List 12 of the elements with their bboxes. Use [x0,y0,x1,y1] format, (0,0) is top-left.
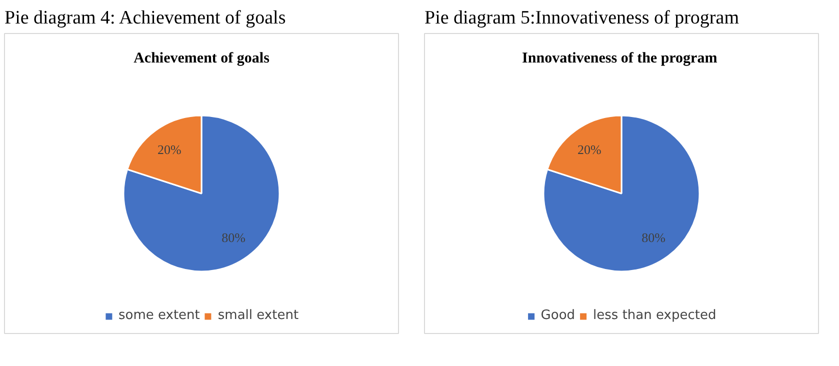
text: Pie diagram 5:Innovativeness of program [424,8,740,28]
legend-label: some extent [118,308,200,323]
data-label: 80% [222,230,246,246]
data-label: 20% [157,142,182,157]
data-label: 80% [642,230,666,246]
text: Pie diagram 4: Achievement of goals [4,8,286,28]
chart-title: Innovativeness of the program [522,50,718,66]
legend-label: small extent [218,308,299,323]
chart-title: Achievement of goals [134,50,270,66]
legend-label: Good [540,308,576,323]
data-label: 20% [577,142,602,157]
legend-label: less than expected [593,308,716,323]
